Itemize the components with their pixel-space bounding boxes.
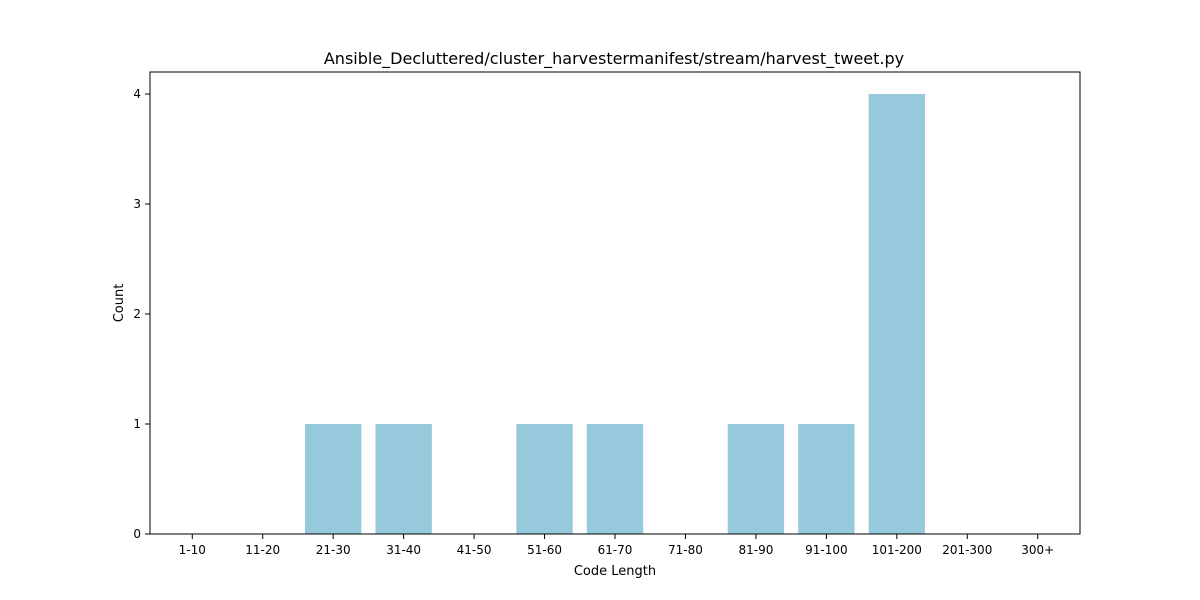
x-tick-label: 61-70 <box>598 543 633 557</box>
x-tick-label: 81-90 <box>738 543 773 557</box>
bars-group <box>305 94 925 534</box>
chart-title: Ansible_Decluttered/cluster_harvesterman… <box>324 49 904 69</box>
x-tick-label: 21-30 <box>316 543 351 557</box>
bar-101-200 <box>868 94 925 534</box>
x-tick-label: 31-40 <box>386 543 421 557</box>
bar-21-30 <box>305 424 362 534</box>
y-axis-label: Count <box>112 284 127 323</box>
bar-31-40 <box>375 424 432 534</box>
x-tick-label: 71-80 <box>668 543 703 557</box>
y-tick-label: 1 <box>133 417 141 431</box>
x-axis-label: Code Length <box>574 564 656 579</box>
x-tick-label: 91-100 <box>805 543 848 557</box>
y-tick-label: 0 <box>133 527 141 541</box>
bar-81-90 <box>727 424 785 534</box>
x-tick-label: 201-300 <box>942 543 992 557</box>
x-tick-label: 300+ <box>1021 543 1054 557</box>
y-tick-label: 4 <box>133 87 141 101</box>
y-axis-ticks: 0 1 2 3 4 <box>133 87 150 541</box>
bar-51-60 <box>516 424 573 534</box>
x-tick-label: 11-20 <box>245 543 280 557</box>
y-tick-label: 2 <box>133 307 141 321</box>
x-axis-ticks: 1-10 11-20 21-30 31-40 41-50 51-60 61-70 71-80 8… <box>179 534 1054 557</box>
bar-61-70 <box>586 424 644 534</box>
x-tick-label: 51-60 <box>527 543 562 557</box>
x-tick-label: 101-200 <box>872 543 922 557</box>
x-tick-label: 41-50 <box>457 543 492 557</box>
y-tick-label: 3 <box>133 197 141 211</box>
x-tick-label: 1-10 <box>179 543 206 557</box>
bar-91-100 <box>798 424 855 534</box>
